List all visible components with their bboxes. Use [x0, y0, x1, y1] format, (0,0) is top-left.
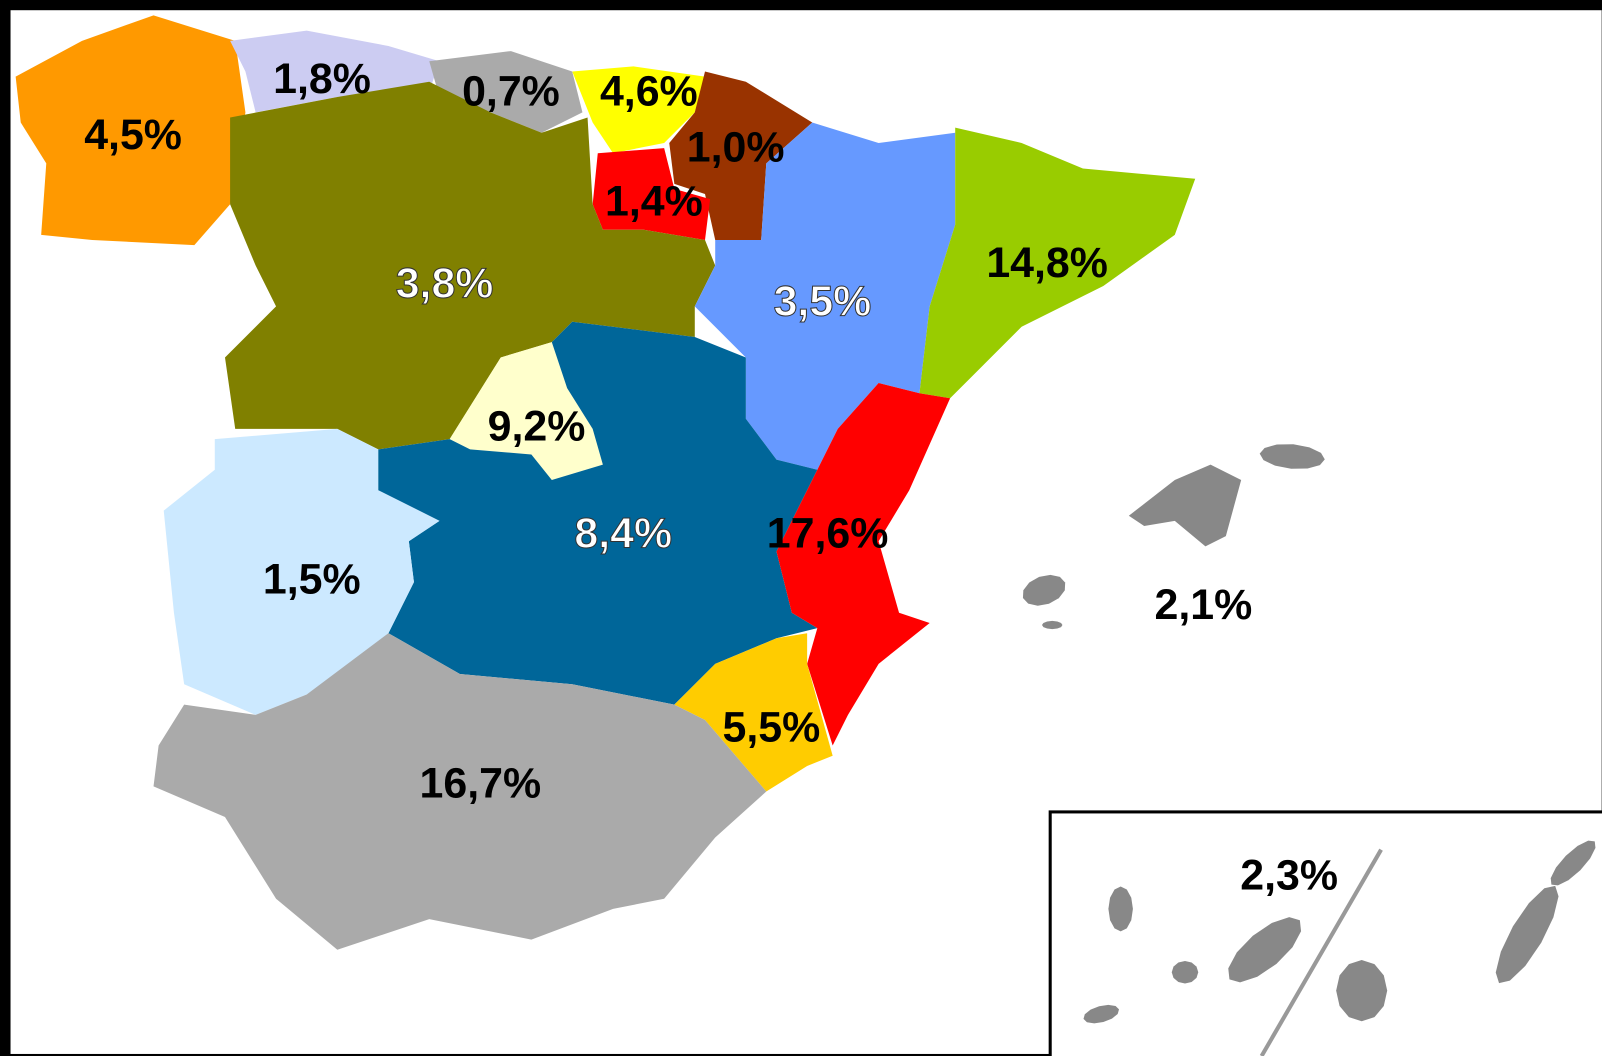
region — [1550, 840, 1596, 886]
region — [592, 148, 711, 240]
region — [1083, 1004, 1120, 1024]
region — [1042, 620, 1063, 630]
region — [15, 15, 246, 246]
region — [776, 382, 951, 746]
region-label: 16,7% — [420, 760, 542, 808]
region-label: 3,8% — [396, 259, 494, 307]
inset-divider — [1259, 848, 1383, 1056]
region — [1171, 961, 1199, 984]
region-label: 2,1% — [1155, 581, 1253, 629]
region-label: 4,5% — [84, 111, 182, 159]
region — [1128, 464, 1242, 547]
region-label: 1,5% — [263, 555, 361, 603]
region — [572, 66, 705, 154]
region — [1022, 574, 1066, 606]
region-label: 1,0% — [687, 123, 785, 171]
region — [694, 122, 956, 470]
region-label: 4,6% — [600, 67, 698, 115]
region — [1108, 886, 1133, 932]
region-label: 3,5% — [774, 278, 872, 326]
region — [225, 81, 716, 450]
region — [163, 428, 440, 715]
region — [1259, 444, 1325, 469]
region — [674, 633, 833, 792]
region-label: 9,2% — [488, 402, 586, 450]
region — [378, 321, 818, 705]
region — [919, 127, 1196, 399]
region — [1228, 917, 1302, 983]
region — [1336, 960, 1388, 1022]
region-label: 2,3% — [1240, 852, 1338, 900]
region-label: 0,7% — [462, 67, 560, 115]
region-label: 14,8% — [986, 239, 1108, 287]
region — [1495, 885, 1559, 984]
region-label: 17,6% — [767, 509, 889, 557]
region-label: 8,4% — [574, 509, 672, 557]
region — [449, 342, 603, 480]
region — [153, 633, 767, 950]
region-label: 1,4% — [605, 178, 703, 226]
region — [429, 51, 583, 133]
region-label: 5,5% — [723, 704, 821, 752]
region-label: 1,8% — [273, 55, 371, 103]
region — [669, 71, 813, 240]
